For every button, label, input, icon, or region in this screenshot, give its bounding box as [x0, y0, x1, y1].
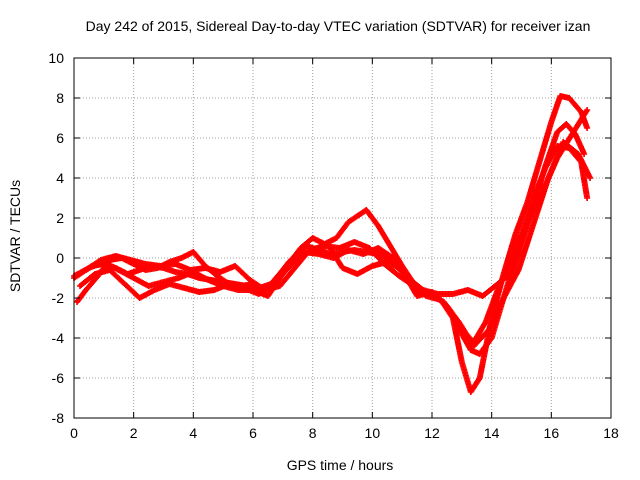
x-tick-label: 14: [484, 425, 500, 441]
x-tick-label: 0: [70, 425, 78, 441]
x-tick-label: 4: [189, 425, 197, 441]
x-tick-label: 16: [544, 425, 560, 441]
plot-frame: [73, 57, 612, 419]
series-track-e: [82, 139, 594, 349]
x-tick-label: 2: [130, 425, 138, 441]
y-tick-label: 2: [56, 210, 64, 226]
data-point: [584, 195, 591, 201]
x-tick-label: 10: [365, 425, 381, 441]
axis-ticks: [73, 57, 612, 419]
y-tick-label: 4: [56, 170, 64, 186]
y-tick-label: 6: [56, 130, 64, 146]
x-tick-label: 8: [309, 425, 317, 441]
data-point: [584, 107, 591, 113]
x-tick-label: 6: [249, 425, 257, 441]
x-tick-label: 18: [603, 425, 619, 441]
data-points: [71, 93, 594, 395]
x-tick-labels: 0 2 4 6 8 10 12 14 16 18: [70, 425, 619, 441]
data-point: [581, 151, 588, 157]
y-tick-label: -6: [52, 370, 65, 386]
y-tick-label: 0: [56, 250, 64, 266]
y-tick-label: -4: [52, 330, 65, 346]
y-tick-label: -8: [52, 410, 65, 426]
chart-title: Day 242 of 2015, Sidereal Day-to-day VTE…: [86, 18, 591, 34]
y-tick-label: 8: [56, 90, 64, 106]
y-tick-label: 10: [48, 50, 64, 66]
y-axis-label: SDTVAR / TECUs: [7, 180, 23, 292]
data-point: [587, 175, 594, 181]
y-tick-labels: -8 -6 -4 -2 0 2 4 6 8 10: [48, 50, 64, 426]
x-tick-label: 12: [424, 425, 440, 441]
data-point: [584, 125, 591, 131]
x-axis-label: GPS time / hours: [287, 457, 394, 473]
y-tick-label: -2: [52, 290, 65, 306]
